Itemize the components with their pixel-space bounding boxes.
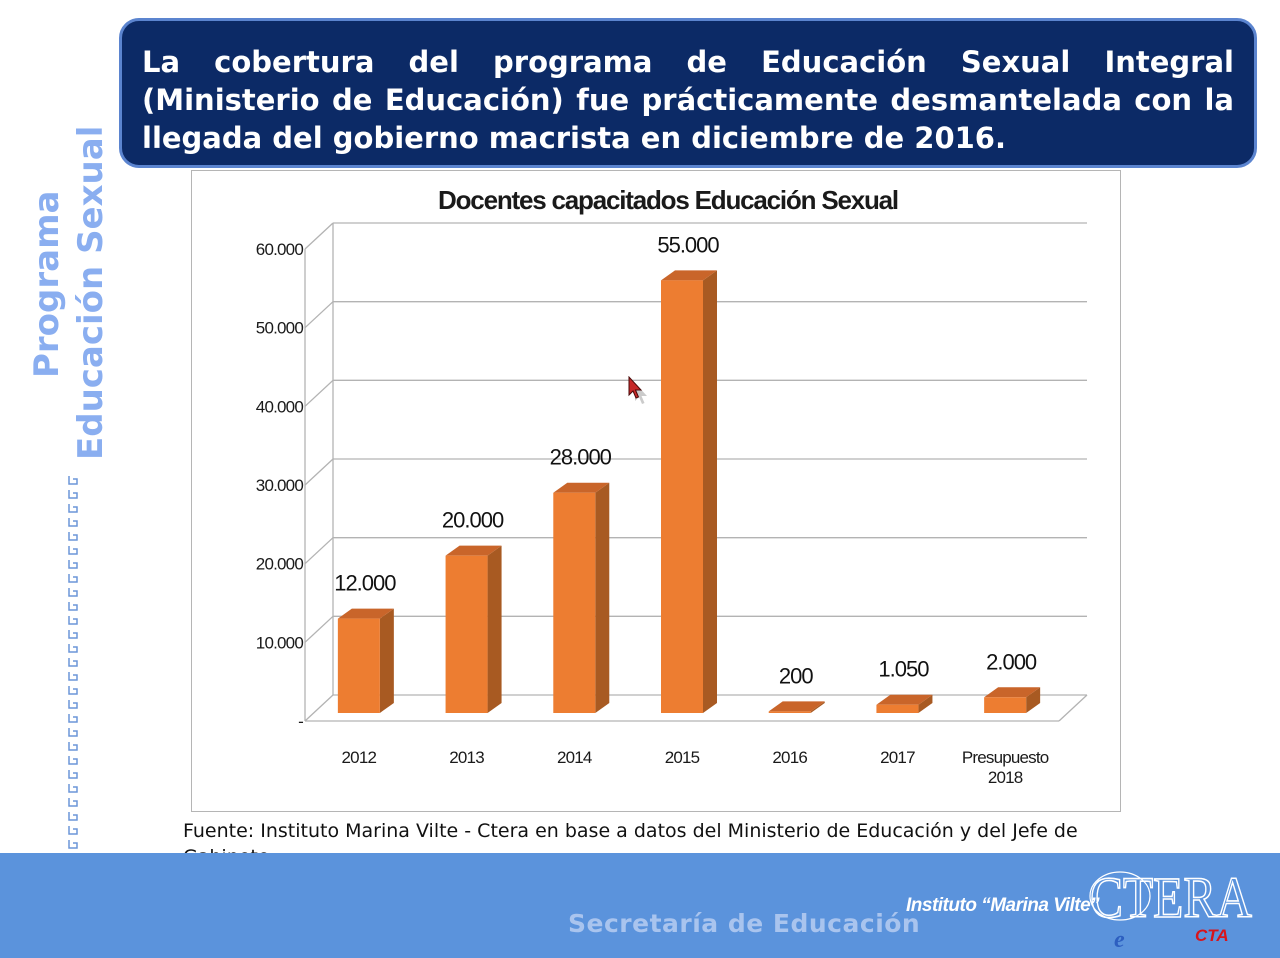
- gridline-depth: [304, 379, 334, 407]
- gridline-depth: [304, 222, 334, 250]
- x-tick-label-line: 2018: [988, 768, 1023, 787]
- bar-front: [661, 280, 703, 713]
- bar-side: [1026, 687, 1041, 713]
- bar: [445, 545, 502, 713]
- headline-text: La cobertura del programa de Educación S…: [142, 45, 1234, 155]
- gridline-depth: [304, 615, 334, 643]
- chart-canvas: Docentes capacitados Educación Sexual - 1…: [256, 185, 1088, 787]
- data-label: 12.000: [334, 571, 396, 596]
- headline-box: La cobertura del programa de Educación S…: [119, 18, 1257, 168]
- data-label: 28.000: [550, 445, 612, 470]
- bar-top: [553, 482, 610, 493]
- x-tick-label: 2016: [772, 748, 807, 767]
- bar-front: [337, 618, 380, 713]
- bar-top: [876, 694, 933, 705]
- decorative-meander-border: [68, 474, 80, 850]
- x-tick-label-line: Presupuesto: [962, 748, 1049, 767]
- gridline-depth: [304, 537, 334, 565]
- bar: [984, 687, 1041, 713]
- bar-side: [810, 701, 825, 713]
- bar-side: [487, 545, 502, 713]
- bar-side: [595, 482, 610, 713]
- bar-side: [703, 270, 717, 713]
- x-tick-label: Presupuesto 2018: [962, 748, 1049, 787]
- bar-front: [768, 711, 811, 713]
- x-tick-label: 2015: [665, 748, 700, 767]
- y-tick-label: 20.000: [256, 555, 304, 574]
- y-tick-label: 40.000: [256, 397, 304, 416]
- gridline-depth: [304, 458, 334, 486]
- ctera-logo-text: CTERA: [1090, 867, 1252, 930]
- ctera-logo: CTERA e CTA: [1089, 867, 1253, 953]
- bar: [337, 608, 394, 713]
- gridline-depth: [304, 694, 334, 722]
- bar-top: [337, 608, 394, 619]
- vertical-title-line1: Programa: [28, 191, 67, 378]
- footer-instituto-text: Instituto “Marina Vilte”: [906, 895, 1100, 916]
- bar-side: [379, 608, 394, 713]
- data-label: 1.050: [878, 657, 929, 682]
- data-label: 20.000: [442, 508, 504, 533]
- bar: [876, 694, 933, 713]
- footer-secretaria-text: Secretaría de Educación: [568, 909, 921, 938]
- x-tick-label: 2012: [342, 748, 377, 767]
- bar-side: [918, 694, 933, 713]
- vertical-title: Programa Educación Sexual: [28, 82, 112, 462]
- bar-top: [661, 270, 717, 281]
- bar-front: [445, 555, 488, 713]
- gridline-depth: [304, 301, 334, 329]
- y-tick-label: 60.000: [256, 240, 304, 259]
- y-tick-label: 30.000: [256, 476, 304, 495]
- y-tick-label: -: [298, 712, 303, 731]
- chart-data-labels: 12.000 20.000 28.000 55.000 200 1.050 2.000: [334, 232, 1038, 688]
- bar-chart: Docentes capacitados Educación Sexual - 1…: [191, 170, 1121, 812]
- x-tick-label: 2014: [557, 748, 592, 767]
- floor-edge: [1058, 694, 1088, 722]
- bar-front: [984, 697, 1027, 713]
- bar: [768, 701, 825, 713]
- bar-top: [984, 687, 1041, 698]
- bar-front: [876, 704, 919, 713]
- bar: [553, 482, 610, 713]
- y-tick-label: 50.000: [256, 319, 304, 338]
- cta-logo-text: CTA: [1195, 926, 1229, 945]
- mouse-cursor-icon: [628, 376, 647, 404]
- chart-x-axis: 2012 2013 2014 2015 2016 2017 Presupuesto 2018: [342, 748, 1050, 787]
- chart-bars: [337, 270, 1041, 713]
- bar-front: [553, 492, 596, 713]
- bar-top: [768, 701, 825, 712]
- data-label: 2.000: [986, 649, 1037, 674]
- vertical-title-line2: Educación Sexual: [71, 126, 111, 460]
- bar: [661, 270, 717, 713]
- data-label: 55.000: [657, 232, 719, 257]
- e-logo-text: e: [1114, 927, 1125, 953]
- y-tick-label: 10.000: [256, 633, 304, 652]
- chart-y-axis: - 10.000 20.000 30.000 40.000 50.000 60.000: [256, 240, 304, 731]
- x-tick-label: 2013: [449, 748, 484, 767]
- footer-bar: Secretaría de Educación Instituto “Marin…: [0, 853, 1280, 958]
- chart-title: Docentes capacitados Educación Sexual: [438, 185, 898, 215]
- bar-top: [445, 545, 502, 556]
- x-tick-label: 2017: [880, 748, 915, 767]
- data-label: 200: [779, 663, 813, 688]
